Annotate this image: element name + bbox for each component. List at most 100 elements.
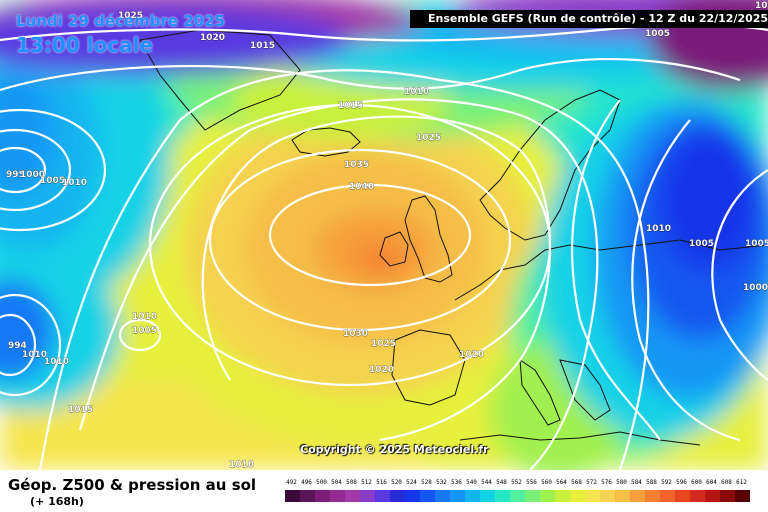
scale-tick-label: 588 [646,479,657,486]
scale-tick-label: 540 [466,479,477,486]
run-info-banner: Ensemble GEFS (Run de contrôle) - 12 Z d… [410,10,768,28]
iceland-outline [291,127,361,157]
isobar-label: 1035 [344,160,369,170]
isobar-label: 1040 [349,182,374,192]
run-info-text: Ensemble GEFS (Run de contrôle) - 12 Z d… [428,12,768,25]
copyright-notice: Copyright © 2025 Meteociel.fr [300,443,489,456]
scale-swatch [420,490,435,502]
scale-swatch [570,490,585,502]
balkans-outline [559,359,611,421]
isobar-label: 995 [6,170,25,180]
scale-swatch [480,490,495,502]
scale-swatch [435,490,450,502]
scale-tick-label: 584 [631,479,642,486]
scale-swatch [285,490,300,502]
scale-tick-label: 608 [721,479,732,486]
forecast-time: 13:00 locale [16,33,153,57]
scale-swatch [465,490,480,502]
scale-swatch [375,490,390,502]
scale-swatch [660,490,675,502]
scale-swatch [600,490,615,502]
isobar-label: 1025 [118,11,143,21]
isobar-label: 1010 [22,350,47,360]
scale-tick-label: 604 [706,479,717,486]
scale-swatch [510,490,525,502]
color-scale: 492 496 500 504 508 512 516 520 524 528 532 536 540 5… [285,479,753,503]
scale-tick-label: 512 [361,479,372,486]
scale-swatch [720,490,735,502]
scale-tick-label: 568 [571,479,582,486]
scale-swatch [450,490,465,502]
legend-title: Géop. Z500 & pression au sol [8,476,257,494]
scale-tick-label: 536 [451,479,462,486]
scale-swatch [540,490,555,502]
scale-tick-label: 552 [511,479,522,486]
scale-tick-label: 504 [331,479,342,486]
isobar-label: 1005 [645,29,670,39]
italy-outline [519,359,561,426]
scale-tick-label: 532 [436,479,447,486]
scale-tick-label: 576 [601,479,612,486]
ireland-outline [379,231,409,267]
scale-tick-label: 524 [406,479,417,486]
isobar-label: 1005 [689,239,714,249]
scale-tick-label: 596 [676,479,687,486]
europe-coast-outline [454,239,768,301]
isobar-label: 1015 [68,405,93,415]
isobar-label: 1015 [250,41,275,51]
scale-swatch [495,490,510,502]
isobar-label: 1030 [343,329,368,339]
scale-swatch [360,490,375,502]
scale-tick-label: 548 [496,479,507,486]
scale-tick-label: 496 [301,479,312,486]
isobars [0,23,768,470]
isobar-label: 1020 [369,365,394,375]
z500-color-field [0,0,768,470]
scale-swatch [525,490,540,502]
isobar-label: 1025 [416,133,441,143]
isobar-label: 1005 [40,176,65,186]
scale-swatch [675,490,690,502]
scale-tick-label: 528 [421,479,432,486]
scale-tick-label: 520 [391,479,402,486]
scale-tick-label: 556 [526,479,537,486]
isobar-label: 1005 [132,326,157,336]
isobar-label: 1015 [338,101,363,111]
greenland-outline [139,29,301,131]
isobar-label: 1020 [200,33,225,43]
scale-tick-label: 580 [616,479,627,486]
isobar-label: 994 [8,341,27,351]
scale-tick-label: 500 [316,479,327,486]
isobar-label: 1010 [132,312,157,322]
isobar-label: 1010 [44,357,69,367]
scale-tick-label: 600 [691,479,702,486]
scale-swatch [705,490,720,502]
legend-subtitle: (+ 168h) [30,495,84,508]
geopotential-map: 1025 1020 1015 1005 995 1000 1005 1010 1… [0,0,768,470]
scale-tick-label: 572 [586,479,597,486]
scale-tick-label: 492 [286,479,297,486]
isobar-label: 1010 [229,460,254,470]
isobar-labels: 1025 1020 1015 1005 995 1000 1005 1010 1… [6,1,768,470]
great-britain-outline [404,195,453,283]
scale-tick-label: 592 [661,479,672,486]
scale-swatch [615,490,630,502]
isobar-label: 10 [755,1,768,11]
scale-swatch [555,490,570,502]
isobar-label: 1020 [459,350,484,360]
iberia-outline [391,329,466,406]
scale-swatch [405,490,420,502]
scale-tick-label: 564 [556,479,567,486]
isobar-label: 1010 [646,224,671,234]
scale-swatch [645,490,660,502]
scale-swatch [630,490,645,502]
scale-tick-label: 612 [736,479,747,486]
scale-swatch [690,490,705,502]
isobar-label: 1010 [404,87,429,97]
scale-tick-label: 508 [346,479,357,486]
scale-swatch [300,490,315,502]
scale-tick-label: 516 [376,479,387,486]
scale-tick-label: 560 [541,479,552,486]
isobar-label: 1010 [62,178,87,188]
